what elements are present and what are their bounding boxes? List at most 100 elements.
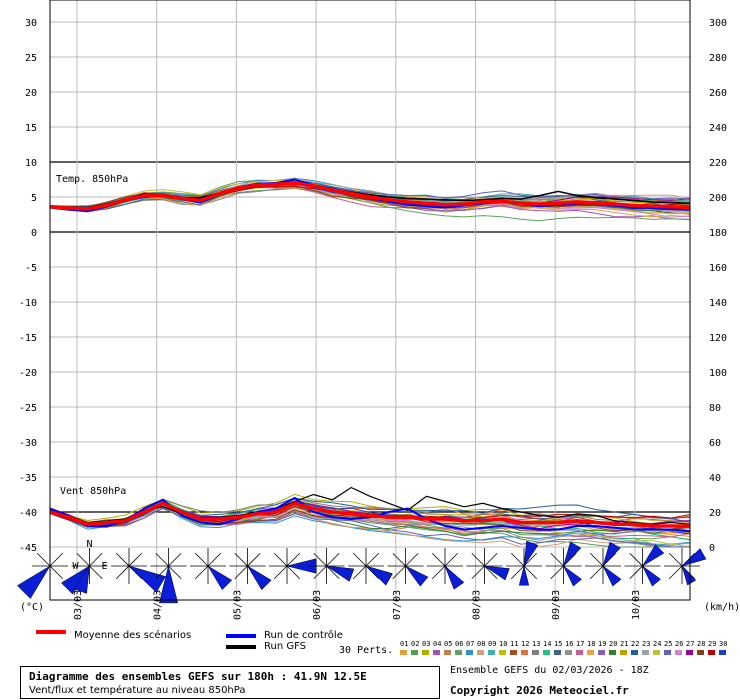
wind-rose — [545, 541, 583, 587]
pert-swatch — [719, 650, 726, 655]
pert-number: 12 — [521, 640, 530, 648]
x-tick-label: 07/03 — [392, 590, 403, 620]
wind-rose — [348, 548, 393, 586]
pert-number: 18 — [587, 640, 596, 648]
rose-petal — [73, 565, 90, 594]
wind-rose — [269, 548, 317, 584]
pert-swatch — [565, 650, 572, 655]
pert-swatch — [609, 650, 616, 655]
pert-number: 26 — [675, 640, 684, 648]
pert-number: 04 — [433, 640, 442, 648]
pert-swatch — [664, 650, 671, 655]
rose-petal — [523, 540, 539, 567]
pert-number: 14 — [543, 640, 552, 648]
x-tick-label: 08/03 — [472, 590, 483, 620]
rose-petal — [405, 565, 429, 587]
rose-petal — [444, 565, 465, 590]
right-tick-label: 60 — [709, 438, 721, 449]
pert-swatch — [510, 650, 517, 655]
compass-w: W — [73, 561, 80, 572]
x-tick-label: 09/03 — [551, 590, 562, 620]
pert-number: 24 — [653, 640, 662, 648]
pert-swatch — [598, 650, 605, 655]
pert-number: 03 — [422, 640, 431, 648]
pert-number: 09 — [488, 640, 497, 648]
left-tick-label: 0 — [31, 228, 37, 239]
pert-number: 28 — [697, 640, 706, 648]
x-tick-label: 05/03 — [232, 590, 243, 620]
pert-number: 10 — [499, 640, 508, 648]
pert-number: 06 — [455, 640, 464, 648]
rose-petal — [207, 565, 233, 591]
wind-rose — [190, 548, 233, 591]
legend-gfs-swatch — [226, 645, 256, 649]
copyright: Copyright 2026 Meteociel.fr — [450, 684, 629, 697]
wind-rose — [387, 548, 429, 587]
right-tick-label: 100 — [709, 368, 727, 379]
pert-swatch — [675, 650, 682, 655]
left-axis-unit: (°C) — [20, 602, 44, 613]
pert-number: 25 — [664, 640, 673, 648]
pert-swatch — [708, 650, 715, 655]
left-tick-label: -5 — [25, 263, 37, 274]
rose-petal — [642, 544, 665, 567]
pert-swatch — [631, 650, 638, 655]
pert-swatch — [466, 650, 473, 655]
right-tick-label: 160 — [709, 263, 727, 274]
right-tick-label: 240 — [709, 123, 727, 134]
pert-number: 15 — [554, 640, 563, 648]
pert-number: 23 — [642, 640, 651, 648]
wind-rose: NW E — [60, 539, 108, 595]
pert-number: 30 — [719, 640, 728, 648]
right-tick-label: 260 — [709, 88, 727, 99]
legend-mean-swatch — [36, 630, 66, 634]
left-tick-label: -35 — [19, 473, 37, 484]
pert-swatch — [653, 650, 660, 655]
right-tick-label: 40 — [709, 473, 721, 484]
pert-swatch — [587, 650, 594, 655]
axis-ticks: 30 25 20 15 10 5 0 -5 -10 -15 -20 -25 -30 -35 -40 -45 30… — [19, 18, 727, 620]
pert-swatch — [499, 650, 506, 655]
right-tick-label: 280 — [709, 53, 727, 64]
pert-number: 21 — [620, 640, 629, 648]
legend-control-swatch — [226, 634, 256, 638]
pert-swatch — [686, 650, 693, 655]
left-tick-label: -45 — [19, 543, 37, 554]
temp-mean-line — [49, 181, 691, 211]
legend-gfs-label: Run GFS — [264, 641, 307, 652]
rose-petal — [484, 565, 510, 581]
left-tick-label: 5 — [31, 193, 37, 204]
rose-petal — [642, 565, 662, 587]
pert-number: 07 — [466, 640, 475, 648]
pert-swatch — [521, 650, 528, 655]
pert-number: 17 — [576, 640, 585, 648]
legend-perts-label: 30 Perts. — [339, 645, 394, 656]
x-tick-label: 04/03 — [153, 590, 164, 620]
wind-rose — [308, 548, 355, 584]
pert-swatch — [543, 650, 550, 655]
left-tick-label: 20 — [25, 88, 37, 99]
rose-petal — [681, 548, 707, 567]
pert-swatch — [620, 650, 627, 655]
wind-roses: NW E — [16, 539, 707, 604]
pert-swatch — [477, 650, 484, 655]
pert-number: 19 — [598, 640, 607, 648]
pert-swatch — [642, 650, 649, 655]
x-tick-label: 10/03 — [631, 590, 642, 620]
wind-rose — [229, 548, 272, 591]
footer-box: Diagramme des ensembles GEFS sur 180h : … — [20, 666, 440, 699]
x-tick-label: 06/03 — [312, 590, 323, 620]
pert-swatch — [576, 650, 583, 655]
pert-number: 01 — [400, 640, 409, 648]
right-tick-label: 140 — [709, 298, 727, 309]
wind-rose — [111, 548, 166, 593]
temp-member-line — [49, 179, 691, 215]
x-tick-label: 03/03 — [73, 590, 84, 620]
rose-petal — [518, 565, 530, 586]
pert-swatch — [455, 650, 462, 655]
compass-e: E — [102, 561, 108, 572]
footer-subtitle: Vent/flux et température au niveau 850hP… — [29, 685, 246, 696]
right-tick-label: 220 — [709, 158, 727, 169]
pert-swatch — [488, 650, 495, 655]
rose-petal — [158, 565, 179, 604]
